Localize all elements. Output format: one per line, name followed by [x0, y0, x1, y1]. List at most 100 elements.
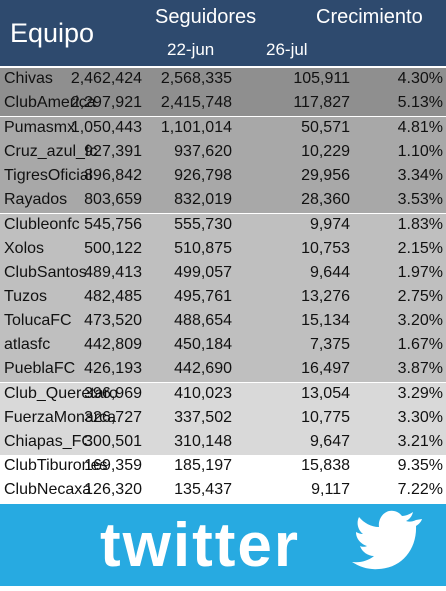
- table-row: ClubTiburones 169,359 185,197 15,838 9.3…: [0, 455, 446, 479]
- table-row: TigresOficial 896,842 926,798 29,956 3.3…: [0, 165, 446, 189]
- team-name: Clubleonfc: [4, 216, 80, 233]
- growth-value: 117,827: [293, 94, 350, 111]
- followers-jun: 500,122: [84, 240, 142, 257]
- followers-jul: 510,875: [174, 240, 232, 257]
- table-row: Rayados 803,659 832,019 28,360 3.53%: [0, 189, 446, 213]
- team-name: PueblaFC: [4, 360, 76, 377]
- followers-jul: 185,197: [174, 457, 232, 474]
- team-name: Club_Queretaro: [4, 385, 118, 402]
- table-header: Equipo Seguidores Crecimiento 22-jun 26-…: [0, 0, 446, 66]
- growth-percent: 1.83%: [397, 216, 443, 233]
- table-row: Clubleonfc 545,756 555,730 9,974 1.83%: [0, 213, 446, 238]
- team-name: ClubAmerica: [4, 94, 96, 111]
- team-name: Chivas: [4, 70, 53, 87]
- team-name: atlasfc: [4, 336, 51, 353]
- column-header-date-jun: 22-jun: [167, 40, 215, 59]
- team-name: Cruz_azul_fc: [4, 143, 98, 160]
- followers-jul: 926,798: [174, 167, 232, 184]
- followers-jul: 499,057: [174, 264, 232, 281]
- table-row: Tuzos 482,485 495,761 13,276 2.75%: [0, 286, 446, 310]
- table-row: Cruz_azul_fc 927,391 937,620 10,229 1.10…: [0, 141, 446, 165]
- followers-jun: 2,297,921: [70, 94, 142, 111]
- table-row: atlasfc 442,809 450,184 7,375 1.67%: [0, 334, 446, 358]
- team-name: FuerzaMonarca: [4, 409, 117, 426]
- growth-percent: 3.53%: [397, 191, 443, 208]
- growth-value: 9,644: [309, 264, 350, 281]
- table-row: FuerzaMonarca 326,727 337,502 10,775 3.3…: [0, 407, 446, 431]
- table-row: Xolos 500,122 510,875 10,753 2.15%: [0, 238, 446, 262]
- followers-jun: 2,462,424: [70, 70, 142, 87]
- growth-percent: 3.21%: [397, 433, 443, 450]
- team-name: ClubNecaxa: [4, 481, 92, 498]
- growth-value: 16,497: [301, 360, 350, 377]
- growth-value: 10,229: [301, 143, 350, 160]
- followers-jul: 135,437: [174, 481, 232, 498]
- growth-percent: 7.22%: [397, 481, 443, 498]
- team-name: TigresOficial: [4, 167, 93, 184]
- table-row: ClubAmerica 2,297,921 2,415,748 117,827 …: [0, 92, 446, 116]
- growth-percent: 3.30%: [397, 409, 443, 426]
- table-row: Pumasmx 1,050,443 1,101,014 50,571 4.81%: [0, 116, 446, 141]
- followers-jul: 495,761: [174, 288, 232, 305]
- followers-jun: 442,809: [84, 336, 142, 353]
- followers-jul: 937,620: [174, 143, 232, 160]
- growth-percent: 4.81%: [397, 119, 443, 136]
- growth-value: 9,117: [311, 481, 350, 498]
- followers-jul: 488,654: [174, 312, 232, 329]
- table-row: Club_Queretaro 396,969 410,023 13,054 3.…: [0, 382, 446, 407]
- growth-percent: 5.13%: [397, 94, 443, 111]
- twitter-logo: twitter: [100, 510, 422, 580]
- growth-value: 29,956: [301, 167, 350, 184]
- column-header-seguidores: Seguidores: [155, 6, 257, 28]
- growth-value: 13,054: [301, 385, 350, 402]
- bird-icon: [352, 510, 422, 570]
- growth-value: 50,571: [301, 119, 350, 136]
- twitter-banner: twitter: [0, 504, 446, 586]
- followers-jul: 832,019: [174, 191, 232, 208]
- followers-jun: 1,050,443: [70, 119, 142, 136]
- growth-value: 15,838: [301, 457, 350, 474]
- followers-jun: 482,485: [84, 288, 142, 305]
- growth-percent: 1.10%: [397, 143, 443, 160]
- growth-percent: 9.35%: [397, 457, 443, 474]
- team-name: Tuzos: [4, 288, 47, 305]
- table-row: TolucaFC 473,520 488,654 15,134 3.20%: [0, 310, 446, 334]
- followers-jun: 545,756: [84, 216, 142, 233]
- followers-jun: 396,969: [84, 385, 142, 402]
- followers-jun: 803,659: [84, 191, 142, 208]
- followers-jul: 310,148: [174, 433, 232, 450]
- followers-jul: 410,023: [174, 385, 232, 402]
- followers-jun: 489,413: [84, 264, 142, 281]
- growth-percent: 3.20%: [397, 312, 443, 329]
- growth-value: 13,276: [301, 288, 350, 305]
- growth-percent: 1.67%: [397, 336, 443, 353]
- followers-jun: 300,501: [84, 433, 142, 450]
- growth-value: 28,360: [301, 191, 350, 208]
- column-header-equipo: Equipo: [10, 18, 95, 48]
- followers-jun: 326,727: [84, 409, 142, 426]
- growth-value: 10,775: [301, 409, 350, 426]
- table-row: ClubNecaxa 126,320 135,437 9,117 7.22%: [0, 479, 446, 503]
- twitter-wordmark: twitter: [100, 511, 300, 580]
- table-row: PueblaFC 426,193 442,690 16,497 3.87%: [0, 358, 446, 382]
- team-name: TolucaFC: [4, 312, 72, 329]
- followers-jun: 126,320: [84, 481, 142, 498]
- growth-value: 9,974: [309, 216, 350, 233]
- growth-percent: 2.15%: [397, 240, 443, 257]
- table-row: Chiapas_FC 300,501 310,148 9,647 3.21%: [0, 431, 446, 455]
- growth-value: 105,911: [293, 70, 350, 87]
- followers-table: Chivas 2,462,424 2,568,335 105,911 4.30%…: [0, 68, 446, 503]
- followers-jul: 1,101,014: [160, 119, 232, 136]
- team-name: ClubTiburones: [4, 457, 108, 474]
- followers-jun: 473,520: [84, 312, 142, 329]
- followers-jun: 169,359: [84, 457, 142, 474]
- team-name: Pumasmx: [4, 119, 76, 136]
- followers-jul: 555,730: [174, 216, 232, 233]
- column-header-crecimiento: Crecimiento: [316, 6, 423, 28]
- followers-jul: 2,568,335: [160, 70, 232, 87]
- column-header-date-jul: 26-jul: [266, 40, 308, 59]
- table-row: Chivas 2,462,424 2,568,335 105,911 4.30%: [0, 68, 446, 92]
- followers-jun: 426,193: [84, 360, 142, 377]
- growth-value: 10,753: [301, 240, 350, 257]
- followers-jul: 442,690: [174, 360, 232, 377]
